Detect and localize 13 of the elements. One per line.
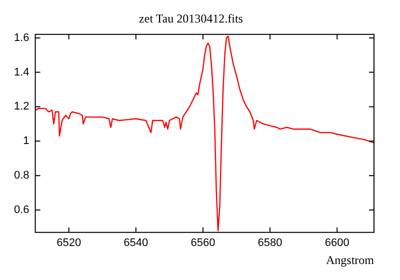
- x-tick-label: 6520: [56, 237, 82, 250]
- y-tick-label: 0.6: [14, 204, 30, 216]
- x-tick-label: 6600: [324, 237, 350, 250]
- chart-title: zet Tau 20130412.fits: [139, 11, 244, 26]
- y-tick-label: 1.4: [14, 66, 30, 78]
- y-tick-label: 1.2: [14, 100, 30, 113]
- x-axis-title: Angstrom: [326, 252, 375, 267]
- x-tick-label: 6560: [190, 237, 216, 250]
- x-tick-label: 6580: [258, 237, 282, 250]
- y-tick-label: 1: [23, 135, 30, 148]
- x-tick-label: 6540: [124, 237, 148, 250]
- y-tick-label: 0.8: [14, 170, 30, 182]
- y-tick-label: 1.6: [14, 32, 30, 44]
